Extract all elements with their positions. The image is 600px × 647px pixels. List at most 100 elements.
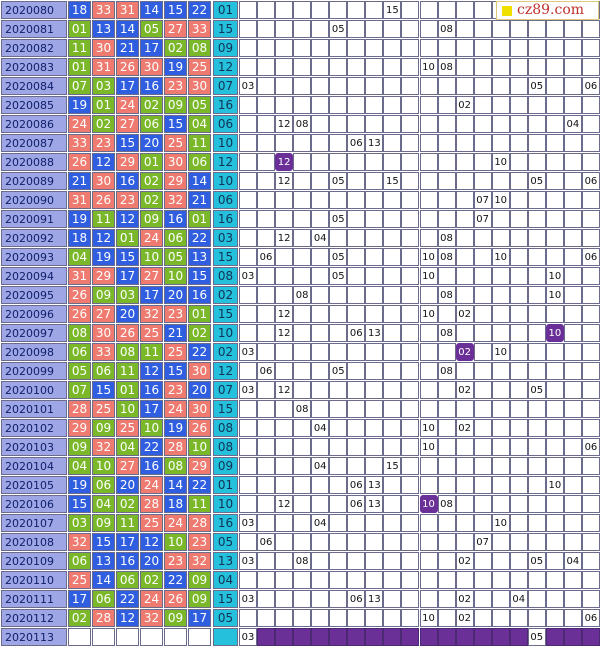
trend-empty-cell — [419, 229, 438, 247]
red-ball-cell: 01 — [68, 58, 91, 76]
trend-empty-cell — [365, 609, 384, 627]
trend-mark: 06 — [581, 172, 600, 190]
trend-mark: 05 — [329, 267, 348, 285]
trend-mark: 08 — [437, 248, 456, 266]
trend-empty-cell — [365, 77, 384, 95]
red-ball-cell: 10 — [164, 533, 187, 551]
trend-mark: 12 — [275, 324, 294, 342]
trend-empty-cell — [329, 1, 348, 19]
trend-empty-cell — [527, 533, 546, 551]
trend-empty-cell — [473, 286, 492, 304]
trend-empty-cell — [329, 286, 348, 304]
trend-empty-cell — [581, 457, 600, 475]
period-cell: 2020101 — [1, 400, 67, 418]
trend-empty-cell — [329, 400, 348, 418]
red-ball-cell: 33 — [188, 20, 211, 38]
trend-empty-cell — [545, 305, 564, 323]
trend-mark: 02 — [455, 381, 474, 399]
trend-bar-cell — [455, 628, 474, 646]
trend-bar-cell — [275, 628, 294, 646]
blue-ball-cell: 15 — [213, 248, 238, 266]
trend-mark: 04 — [509, 590, 528, 608]
trend-empty-cell — [491, 476, 510, 494]
trend-empty-cell — [419, 362, 438, 380]
trend-empty-cell — [509, 248, 528, 266]
trend-mark: 05 — [527, 381, 546, 399]
trend-empty-cell — [473, 571, 492, 589]
red-ball-cell: 03 — [68, 514, 91, 532]
trend-empty-cell — [437, 115, 456, 133]
red-ball-cell: 16 — [164, 210, 187, 228]
trend-mark: 07 — [473, 210, 492, 228]
trend-empty-cell — [383, 20, 402, 38]
trend-empty-cell — [545, 590, 564, 608]
red-ball-cell: 27 — [116, 457, 139, 475]
trend-empty-cell — [509, 457, 528, 475]
red-ball-cell — [68, 628, 91, 646]
trend-empty-cell — [563, 609, 582, 627]
period-cell: 2020108 — [1, 533, 67, 551]
trend-empty-cell — [455, 362, 474, 380]
red-ball-cell: 19 — [164, 58, 187, 76]
trend-empty-cell — [293, 191, 312, 209]
trend-empty-cell — [509, 343, 528, 361]
trend-empty-cell — [239, 134, 257, 152]
trend-mark: 05 — [527, 628, 546, 646]
trend-empty-cell — [509, 305, 528, 323]
trend-empty-cell — [545, 495, 564, 513]
trend-mark: 05 — [329, 172, 348, 190]
trend-empty-cell — [491, 58, 510, 76]
red-ball-cell: 30 — [92, 172, 115, 190]
trend-empty-cell — [347, 1, 366, 19]
trend-empty-cell — [293, 476, 312, 494]
trend-empty-cell — [545, 77, 564, 95]
red-ball-cell: 29 — [188, 457, 211, 475]
blue-ball-cell: 16 — [213, 210, 238, 228]
trend-empty-cell — [257, 571, 276, 589]
period-cell: 2020100 — [1, 381, 67, 399]
trend-empty-cell — [545, 153, 564, 171]
trend-empty-cell — [401, 552, 420, 570]
red-ball-cell: 22 — [140, 438, 163, 456]
red-ball-cell: 22 — [164, 571, 187, 589]
trend-empty-cell — [365, 438, 384, 456]
trend-empty-cell — [365, 381, 384, 399]
red-ball-cell — [164, 628, 187, 646]
trend-empty-cell — [455, 476, 474, 494]
trend-empty-cell — [275, 134, 294, 152]
trend-mark: 12 — [275, 381, 294, 399]
trend-empty-cell — [383, 324, 402, 342]
trend-empty-cell — [527, 514, 546, 532]
period-cell: 2020107 — [1, 514, 67, 532]
trend-empty-cell — [293, 39, 312, 57]
red-ball-cell: 26 — [92, 191, 115, 209]
trend-bar-cell — [419, 628, 438, 646]
period-cell: 2020097 — [1, 324, 67, 342]
trend-empty-cell — [491, 552, 510, 570]
blue-ball-cell: 10 — [213, 172, 238, 190]
trend-empty-cell — [455, 533, 474, 551]
trend-empty-cell — [239, 229, 257, 247]
red-ball-cell: 02 — [92, 115, 115, 133]
trend-empty-cell — [257, 96, 276, 114]
trend-empty-cell — [329, 191, 348, 209]
trend-empty-cell — [563, 153, 582, 171]
trend-empty-cell — [419, 533, 438, 551]
trend-bar-cell — [509, 628, 528, 646]
trend-empty-cell — [545, 438, 564, 456]
trend-mark: 05 — [329, 20, 348, 38]
trend-empty-cell — [239, 58, 257, 76]
logo-text: cz89.com — [517, 2, 585, 18]
red-ball-cell: 12 — [116, 210, 139, 228]
trend-empty-cell — [473, 324, 492, 342]
trend-mark: 06 — [347, 495, 366, 513]
trend-empty-cell — [527, 457, 546, 475]
trend-empty-cell — [581, 381, 600, 399]
trend-empty-cell — [257, 229, 276, 247]
trend-mark: 04 — [563, 552, 582, 570]
trend-empty-cell — [239, 191, 257, 209]
trend-empty-cell — [311, 267, 330, 285]
trend-mark: 05 — [329, 210, 348, 228]
red-ball-cell: 11 — [188, 495, 211, 513]
trend-empty-cell — [527, 324, 546, 342]
